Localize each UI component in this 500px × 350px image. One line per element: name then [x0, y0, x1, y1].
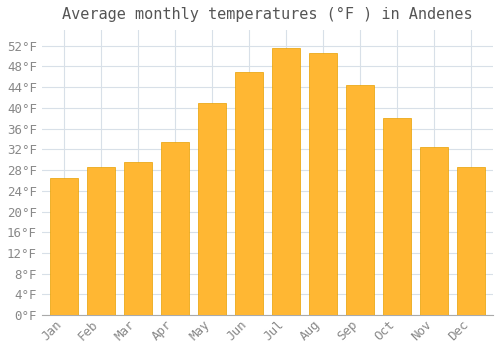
- Bar: [87, 167, 115, 315]
- Title: Average monthly temperatures (°F ) in Andenes: Average monthly temperatures (°F ) in An…: [62, 7, 472, 22]
- Bar: [272, 48, 300, 315]
- Bar: [383, 118, 411, 315]
- Bar: [161, 141, 189, 315]
- Bar: [420, 147, 448, 315]
- Bar: [457, 167, 484, 315]
- Bar: [50, 178, 78, 315]
- Bar: [346, 84, 374, 315]
- Bar: [198, 103, 226, 315]
- Bar: [235, 71, 263, 315]
- Bar: [309, 54, 337, 315]
- Bar: [124, 162, 152, 315]
